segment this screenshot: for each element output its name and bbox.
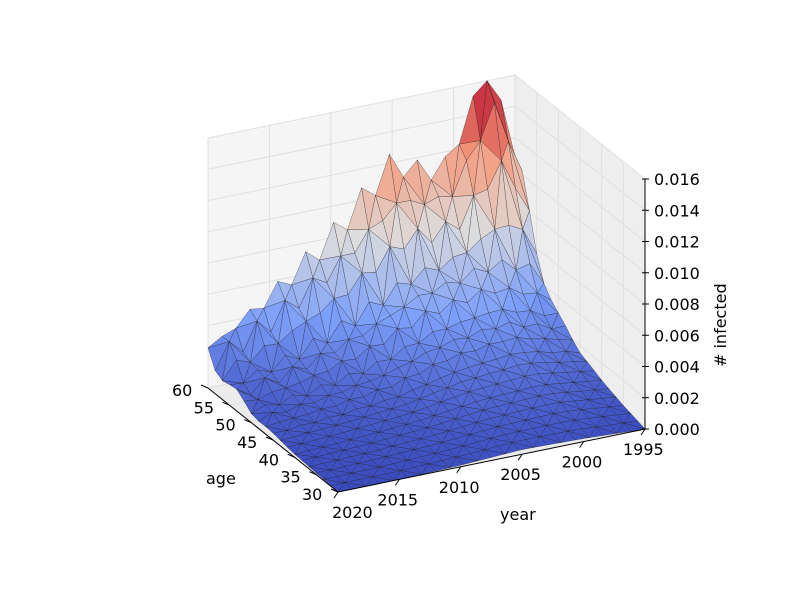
surface-facet [505,442,520,455]
z-tick-label: 0.000 [654,420,700,439]
y-tick-label: 30 [302,485,322,504]
grid-line [514,137,646,242]
x-tick-mark [579,441,585,448]
z-tick-label: 0.014 [654,201,700,220]
z-tick-label: 0.012 [654,233,700,252]
y-tick-mark [287,453,295,458]
y-tick-mark [244,419,252,424]
x-tick-label: 2010 [439,478,480,497]
x-axis-ticks: 2015 2010 2005 2000 1995 2020 [332,428,664,522]
x-axis-line [337,428,646,493]
grid-line [207,74,516,139]
surface-facet [449,456,464,469]
grid-line [514,168,646,274]
y-tick-mark [330,488,339,493]
y-tick-label: 45 [237,433,257,452]
z-tick-label: 0.008 [654,295,700,314]
y-tick-mark [200,384,209,389]
surface-facet [477,449,492,462]
surface-facet [533,436,548,448]
y-axis-label: age [206,469,236,488]
y-tick-label: 55 [194,398,214,417]
y-tick-label: 35 [280,468,300,487]
z-tick-label: 0.004 [654,358,700,377]
grid-line [514,105,646,211]
z-tick-label: 0.010 [654,264,700,283]
x-tick-mark [456,466,462,474]
surface-mesh [207,80,646,493]
x-tick-mark [394,479,400,486]
x-tick-label: 1995 [623,440,664,459]
z-axis-ticks: 0.000 0.002 0.004 0.006 0.008 0.010 0.012 0.014… [642,170,700,439]
surface-facet [616,422,632,434]
y-tick-label: 40 [259,450,279,469]
z-tick-label: 0.006 [654,326,700,345]
y-tick-mark [265,436,274,441]
grid-line [207,105,516,170]
y-tick-mark [222,401,230,406]
x-tick-mark [333,491,339,499]
x-tick-label: 2005 [500,465,541,484]
y-tick-mark [309,471,317,476]
surface-facet [421,463,437,475]
grid-line [514,199,646,305]
z-tick-label: 0.002 [654,389,700,408]
x-tick-label: 2020 [332,503,373,522]
surface-facet [560,430,576,443]
grid-line [514,74,646,180]
x-tick-label: 2015 [377,490,418,509]
x-tick-label: 2000 [562,453,603,472]
y-tick-label: 60 [172,381,192,400]
y-tick-label: 50 [215,416,235,435]
x-tick-mark [640,428,646,436]
surface-facet [588,426,604,438]
grid-line [514,230,646,336]
x-axis-label: year [500,505,536,524]
z-tick-label: 0.016 [654,170,700,189]
x-tick-mark [517,453,523,461]
z-axis-label: # infected [711,283,730,367]
